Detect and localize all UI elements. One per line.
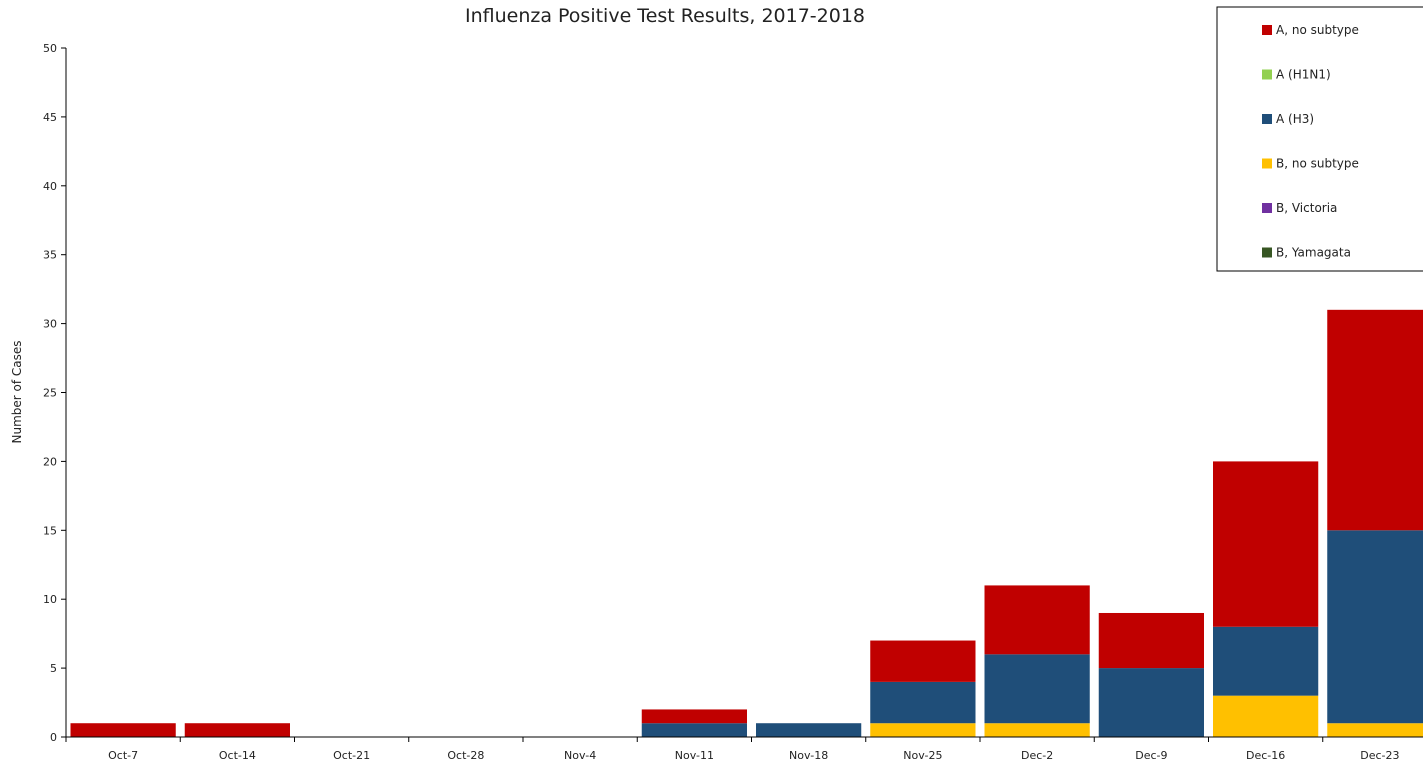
x-tick-label: Oct-14 — [219, 749, 256, 762]
x-tick-label: Oct-28 — [447, 749, 484, 762]
legend: A, no subtype A (H1N1) A (H3) B, no subtype… — [1216, 6, 1423, 272]
x-tick-label: Nov-11 — [675, 749, 714, 762]
x-tick-label: Nov-4 — [564, 749, 596, 762]
bar-dec-2-series-2 — [984, 723, 1090, 737]
bars-group — [70, 309, 1423, 737]
bar-nov-18-series-3 — [756, 723, 862, 737]
y-tick-label: 30 — [43, 318, 57, 331]
legend-box — [1216, 6, 1423, 272]
y-tick-label: 35 — [43, 249, 57, 262]
y-tick-label: 40 — [43, 180, 57, 193]
legend-label: A (H1N1) — [1276, 68, 1331, 82]
legend-label: A, no subtype — [1276, 23, 1359, 37]
y-tick-label: 10 — [43, 593, 57, 606]
legend-swatch — [1262, 69, 1272, 80]
axes-group: 0 5 10 15 20 25 30 35 40 45 50 Oct-7 Oct-14 Oct-21 Oct… — [43, 42, 1423, 762]
bar-nov-11-series-3 — [641, 723, 747, 737]
x-tick-label: Oct-21 — [333, 749, 370, 762]
legend-label: A (H3) — [1276, 112, 1314, 126]
x-tick-label: Nov-18 — [789, 749, 828, 762]
bar-nov-25-series-5 — [870, 640, 976, 682]
bar-nov-11-series-5 — [641, 709, 747, 724]
y-tick-label: 20 — [43, 455, 57, 468]
bar-nov-25-series-2 — [870, 723, 976, 737]
x-tick-label: Dec-16 — [1246, 749, 1285, 762]
bar-oct-7-series-5 — [70, 723, 176, 737]
legend-swatch — [1262, 158, 1272, 169]
y-tick-label: 15 — [43, 524, 57, 537]
y-tick-label: 50 — [43, 42, 57, 55]
bar-dec-9-series-5 — [1098, 612, 1204, 669]
legend-swatch — [1262, 247, 1272, 258]
x-tick-label: Dec-23 — [1360, 749, 1399, 762]
y-tick-label: 25 — [43, 387, 57, 400]
bar-dec-16-series-5 — [1213, 461, 1319, 627]
y-tick-label: 45 — [43, 111, 57, 124]
bar-dec-23-series-2 — [1327, 723, 1423, 737]
legend-swatch — [1262, 25, 1272, 35]
bar-dec-16-series-2 — [1213, 695, 1319, 737]
bar-dec-16-series-3 — [1213, 626, 1319, 696]
x-tick-label: Dec-9 — [1135, 749, 1167, 762]
x-tick-label: Nov-25 — [903, 749, 942, 762]
legend-swatch — [1262, 203, 1272, 213]
y-tick-label: 5 — [50, 662, 57, 675]
legend-label: B, Yamagata — [1276, 246, 1351, 260]
y-tick-label: 0 — [50, 731, 57, 744]
x-tick-label: Oct-7 — [108, 749, 138, 762]
bar-dec-23-series-3 — [1327, 530, 1423, 724]
bar-dec-2-series-5 — [984, 585, 1090, 655]
legend-label: B, no subtype — [1276, 157, 1359, 171]
bar-dec-9-series-3 — [1098, 668, 1204, 737]
bar-dec-2-series-3 — [984, 654, 1090, 724]
chart-title: Influenza Positive Test Results, 2017-20… — [465, 5, 865, 27]
x-tick-label: Dec-2 — [1021, 749, 1053, 762]
bar-nov-25-series-3 — [870, 681, 976, 724]
bar-oct-14-series-5 — [184, 723, 290, 737]
legend-swatch — [1262, 114, 1272, 124]
y-axis-label: Number of Cases — [10, 340, 24, 443]
bar-dec-23-series-5 — [1327, 309, 1423, 531]
legend-label: B, Victoria — [1276, 201, 1337, 215]
